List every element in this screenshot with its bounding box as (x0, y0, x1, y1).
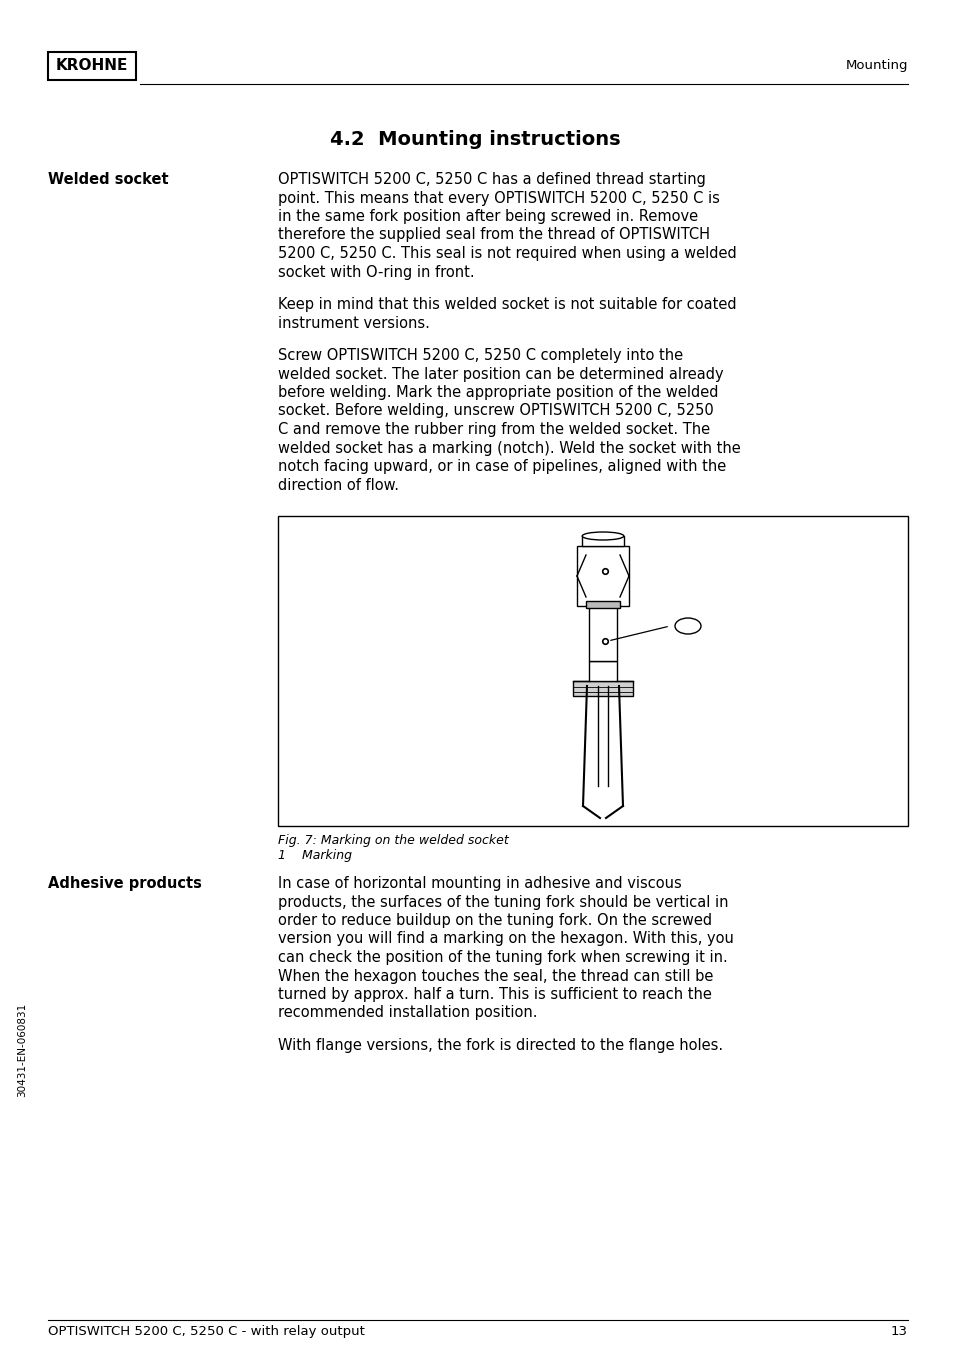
Text: notch facing upward, or in case of pipelines, aligned with the: notch facing upward, or in case of pipel… (277, 458, 725, 475)
Bar (573, 681, 633, 696)
Text: socket with O-ring in front.: socket with O-ring in front. (277, 265, 475, 280)
Text: before welding. Mark the appropriate position of the welded: before welding. Mark the appropriate pos… (277, 385, 718, 400)
Text: Keep in mind that this welded socket is not suitable for coated: Keep in mind that this welded socket is … (277, 297, 736, 312)
Text: direction of flow.: direction of flow. (277, 477, 398, 492)
Bar (581, 535, 623, 546)
Text: In case of horizontal mounting in adhesive and viscous: In case of horizontal mounting in adhesi… (277, 876, 681, 891)
Text: products, the surfaces of the tuning fork should be vertical in: products, the surfaces of the tuning for… (277, 895, 728, 910)
Text: recommended installation position.: recommended installation position. (277, 1006, 537, 1021)
Ellipse shape (581, 531, 623, 539)
Text: version you will find a marking on the hexagon. With this, you: version you will find a marking on the h… (277, 932, 733, 946)
Text: KROHNE: KROHNE (56, 58, 128, 73)
Text: C and remove the rubber ring from the welded socket. The: C and remove the rubber ring from the we… (277, 422, 709, 437)
Bar (585, 602, 619, 608)
Bar (577, 546, 628, 606)
Bar (277, 516, 907, 826)
Text: in the same fork position after being screwed in. Remove: in the same fork position after being sc… (277, 210, 698, 224)
Text: When the hexagon touches the seal, the thread can still be: When the hexagon touches the seal, the t… (277, 968, 713, 983)
Text: instrument versions.: instrument versions. (277, 315, 430, 330)
Text: welded socket. The later position can be determined already: welded socket. The later position can be… (277, 366, 723, 381)
Bar (48, 51, 136, 80)
Text: welded socket has a marking (notch). Weld the socket with the: welded socket has a marking (notch). Wel… (277, 441, 740, 456)
Text: 30431-EN-060831: 30431-EN-060831 (17, 1003, 27, 1096)
Text: turned by approx. half a turn. This is sufficient to reach the: turned by approx. half a turn. This is s… (277, 987, 711, 1002)
Text: With flange versions, the fork is directed to the flange holes.: With flange versions, the fork is direct… (277, 1038, 722, 1053)
Text: Mounting: Mounting (844, 59, 907, 73)
Text: 5200 C, 5250 C. This seal is not required when using a welded: 5200 C, 5250 C. This seal is not require… (277, 246, 736, 261)
Text: Fig. 7: Marking on the welded socket: Fig. 7: Marking on the welded socket (277, 834, 508, 846)
Text: 13: 13 (890, 1325, 907, 1338)
Text: order to reduce buildup on the tuning fork. On the screwed: order to reduce buildup on the tuning fo… (277, 913, 711, 927)
Text: can check the position of the tuning fork when screwing it in.: can check the position of the tuning for… (277, 950, 727, 965)
Text: Welded socket: Welded socket (48, 172, 169, 187)
Text: point. This means that every OPTISWITCH 5200 C, 5250 C is: point. This means that every OPTISWITCH … (277, 191, 720, 206)
Bar (588, 661, 617, 681)
Text: 4.2  Mounting instructions: 4.2 Mounting instructions (330, 130, 620, 149)
Ellipse shape (675, 618, 700, 634)
Text: OPTISWITCH 5200 C, 5250 C - with relay output: OPTISWITCH 5200 C, 5250 C - with relay o… (48, 1325, 364, 1338)
Text: Screw OPTISWITCH 5200 C, 5250 C completely into the: Screw OPTISWITCH 5200 C, 5250 C complete… (277, 347, 682, 362)
Text: 1    Marking: 1 Marking (277, 849, 352, 863)
Text: therefore the supplied seal from the thread of OPTISWITCH: therefore the supplied seal from the thr… (277, 227, 709, 242)
Text: socket. Before welding, unscrew OPTISWITCH 5200 C, 5250: socket. Before welding, unscrew OPTISWIT… (277, 403, 713, 419)
Text: Adhesive products: Adhesive products (48, 876, 202, 891)
Text: OPTISWITCH 5200 C, 5250 C has a defined thread starting: OPTISWITCH 5200 C, 5250 C has a defined … (277, 172, 705, 187)
Bar (588, 606, 617, 661)
